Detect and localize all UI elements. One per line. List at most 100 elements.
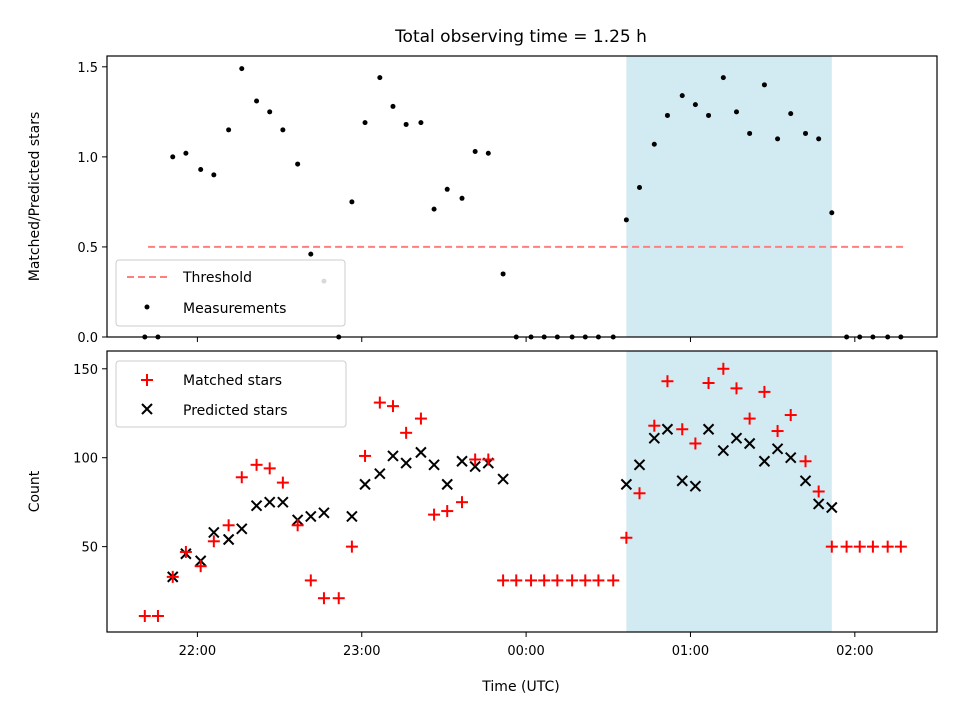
marker-stroke [236, 523, 248, 535]
predicted-star-marker [730, 432, 743, 444]
matched-star-marker [276, 476, 289, 489]
measurement-point [775, 136, 781, 142]
matched-star-marker [676, 423, 689, 436]
measurement-point [280, 127, 286, 133]
predicted-star-marker [661, 423, 674, 435]
measurement-point [664, 112, 670, 118]
marker-stroke [702, 423, 715, 435]
predicted-star-marker [648, 432, 661, 444]
marker-stroke [208, 526, 220, 539]
predicted-star-marker [676, 475, 688, 487]
predicted-star-marker [812, 498, 825, 510]
measurement-point [485, 150, 491, 156]
measurement-point [679, 93, 685, 99]
matched-star-marker [592, 574, 605, 587]
figure-title: Total observing time = 1.25 h [394, 27, 647, 47]
marker-stroke [689, 480, 702, 492]
marker-stroke [785, 452, 797, 464]
predicted-star-marker [497, 473, 509, 485]
matched-star-marker [194, 560, 207, 573]
marker-stroke [620, 478, 633, 491]
measurement-point [239, 66, 245, 72]
marker-stroke [374, 468, 386, 480]
marker-stroke [497, 473, 509, 485]
matched-star-marker [400, 426, 413, 439]
ratio-legend: Threshold Measurements [115, 259, 346, 327]
predicted-star-marker [826, 501, 838, 514]
measurement-point [706, 112, 712, 118]
measurement-point [459, 195, 465, 201]
matched-star-marker [551, 574, 564, 587]
matched-star-markers [138, 362, 907, 622]
measurement-point [747, 130, 753, 136]
y-tick-label: 100 [73, 452, 98, 467]
measurement-point [803, 130, 809, 136]
threshold-legend-label: Threshold [182, 270, 252, 286]
matched-star-marker [894, 540, 907, 553]
measurement-point [349, 199, 355, 205]
count-x-ticks: 22:00 23:00 00:00 01:00 02:00 [179, 632, 874, 659]
matched-star-marker [607, 574, 620, 587]
predicted-star-marker [387, 450, 399, 462]
measurements-legend-swatch [144, 304, 150, 310]
measurement-point [500, 271, 506, 277]
marker-stroke [799, 475, 812, 487]
marker-stroke [771, 443, 784, 455]
x-tick-label: 01:00 [672, 644, 709, 659]
y-tick-label: 1.5 [77, 61, 98, 76]
predicted-star-marker [689, 480, 702, 492]
y-tick-label: 50 [81, 541, 98, 556]
predicted-star-marker [456, 455, 468, 467]
matched-star-marker [579, 574, 592, 587]
matched-star-marker [138, 609, 151, 622]
measurement-point [198, 166, 204, 172]
predicted-star-marker [441, 478, 453, 491]
marker-stroke [730, 432, 743, 444]
matched-star-marker [799, 455, 812, 468]
marker-stroke [277, 496, 289, 508]
marker-stroke [676, 475, 688, 487]
measurement-point [254, 98, 260, 104]
matched-star-marker [743, 412, 756, 425]
matched-star-marker [386, 400, 399, 413]
marker-stroke [469, 460, 481, 473]
predicted-star-marker [222, 533, 235, 546]
measurement-point [788, 111, 794, 117]
marker-stroke [387, 450, 399, 462]
matched-star-marker [222, 519, 235, 532]
ratio-x-ticks [196, 337, 856, 342]
matched-star-marker [566, 574, 579, 587]
y-tick-label: 150 [73, 363, 98, 378]
predicted-star-marker [415, 446, 427, 459]
predicted-star-marker [633, 459, 646, 471]
matched-star-marker [730, 382, 743, 395]
matched-star-marker [359, 449, 372, 462]
predicted-star-marker [250, 500, 263, 512]
predicted-star-marker [305, 510, 317, 523]
matched-star-marker [525, 574, 538, 587]
predicted-star-marker [400, 457, 412, 469]
marker-stroke [758, 455, 771, 467]
measurement-point [829, 210, 835, 216]
ratio-y-ticks: 0.0 0.5 1.0 1.5 [77, 61, 107, 346]
predicted-star-marker [359, 478, 371, 491]
matched-star-marker [784, 409, 797, 422]
y-tick-label: 1.0 [77, 151, 98, 166]
marker-stroke [346, 510, 358, 523]
measurement-point [390, 103, 396, 109]
matched-star-marker [853, 540, 866, 553]
predicted-star-marker [428, 459, 440, 471]
marker-stroke [812, 498, 825, 510]
matched-star-marker [207, 535, 220, 548]
predicted-star-marker [717, 444, 730, 457]
ratio-plot-frame [106, 55, 938, 338]
marker-stroke [648, 432, 661, 444]
matched-star-marker [771, 425, 784, 438]
marker-stroke [633, 459, 646, 471]
marker-stroke [318, 507, 330, 519]
matched-star-marker [758, 385, 771, 398]
measurement-point [720, 75, 726, 81]
matched-star-marker [538, 574, 551, 587]
matched-star-marker [812, 485, 825, 498]
measurement-point [418, 120, 424, 126]
